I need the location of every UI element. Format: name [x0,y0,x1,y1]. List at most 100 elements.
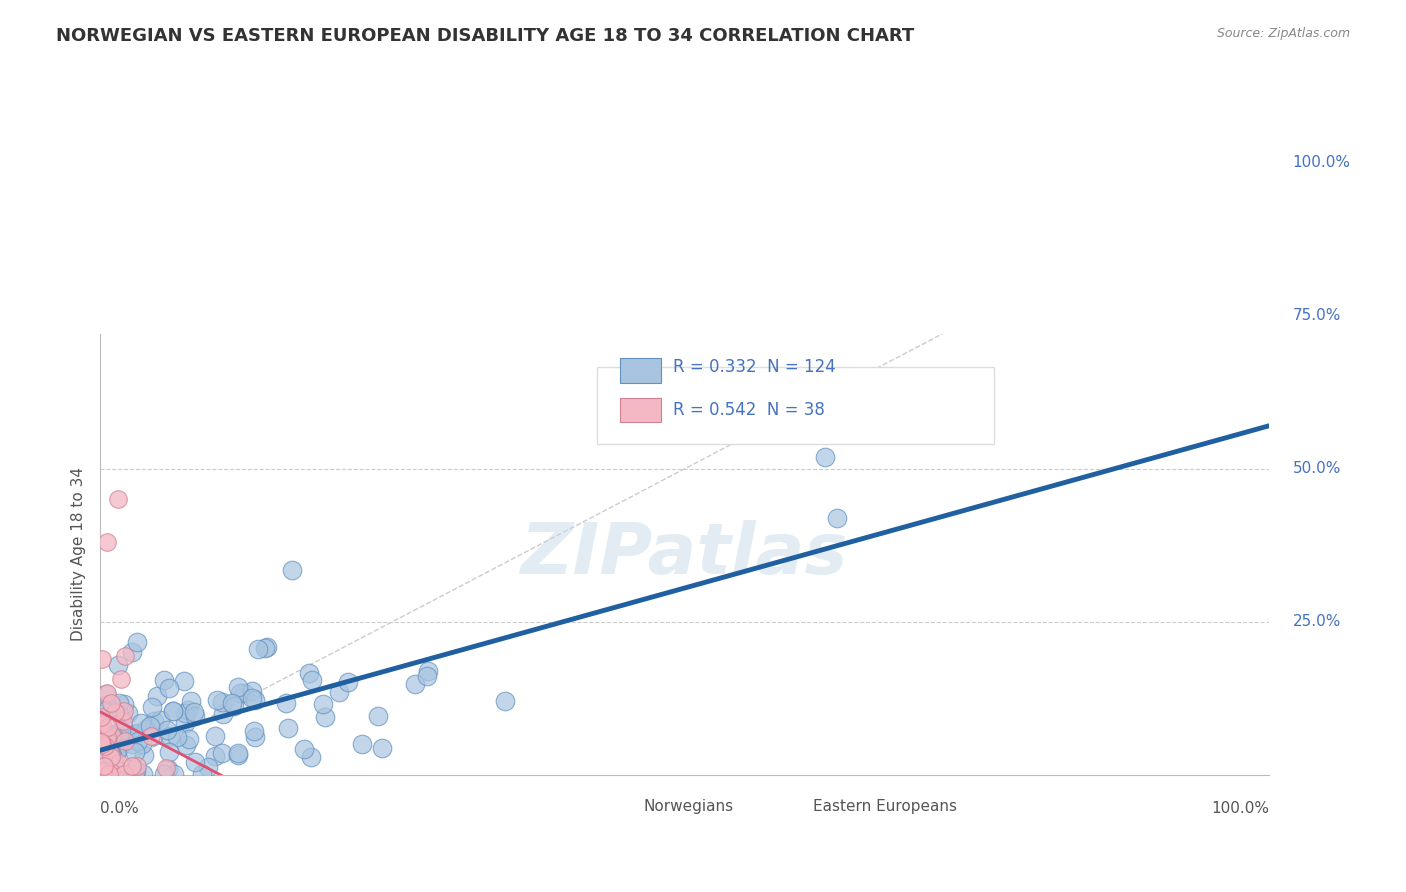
Point [93,764,115,778]
Point [93,765,115,780]
Point [108,756,131,770]
Point [157,681,180,695]
Point [131,716,153,731]
FancyBboxPatch shape [598,368,994,444]
Point [90,710,112,724]
Point [132,747,155,762]
Point [93,765,115,780]
Text: 100.0%: 100.0% [1211,801,1270,816]
Point [112,767,135,781]
Point [155,723,177,738]
Point [173,674,195,689]
FancyBboxPatch shape [591,801,638,814]
Point [112,714,135,728]
Text: 75.0%: 75.0% [1292,309,1341,323]
Point [97,720,120,734]
Point [122,767,145,781]
Point [93,767,115,781]
FancyBboxPatch shape [761,801,807,814]
Point [233,686,256,700]
Point [94,767,117,781]
Point [111,731,134,745]
Point [110,725,132,739]
Point [328,685,350,699]
Point [149,713,172,727]
Point [240,683,263,698]
Point [110,723,132,737]
Point [104,762,127,776]
Point [277,721,299,735]
Point [121,645,143,659]
Point [814,450,837,464]
Point [142,729,165,743]
Point [94,739,117,754]
Point [124,745,146,759]
Point [96,687,118,701]
Point [124,726,146,740]
Point [104,705,127,719]
Point [108,697,131,711]
Point [152,767,174,781]
Point [312,697,335,711]
Point [90,735,112,749]
Text: Norwegians: Norwegians [644,799,734,814]
Point [118,762,141,776]
Point [162,704,184,718]
Point [103,728,125,742]
Point [96,767,118,781]
Point [121,767,143,781]
Point [141,729,163,743]
Point [112,704,135,718]
Point [299,749,322,764]
Point [105,767,128,781]
Point [221,696,243,710]
Point [274,696,297,710]
Text: 0.0%: 0.0% [100,801,139,816]
Point [96,731,118,745]
Point [117,706,139,721]
Point [177,731,200,746]
Point [184,755,207,769]
Point [157,745,180,759]
Point [337,675,360,690]
Point [94,204,117,219]
Point [93,759,115,773]
Point [124,767,146,781]
Point [163,767,186,781]
Point [112,698,135,712]
Point [115,767,138,781]
Point [100,727,122,741]
Point [292,741,315,756]
Point [141,700,163,714]
Point [222,698,245,713]
Point [156,762,179,776]
Point [125,763,148,777]
Point [122,767,145,781]
Point [110,708,132,723]
Point [174,738,197,752]
Point [103,767,125,781]
Point [98,767,121,781]
Point [143,714,166,728]
Y-axis label: Disability Age 18 to 34: Disability Age 18 to 34 [72,467,86,641]
Point [243,693,266,707]
Point [100,696,122,710]
Point [127,759,149,773]
Point [243,731,266,745]
Point [243,723,266,738]
Point [256,640,278,655]
Point [301,673,323,687]
Point [240,691,263,706]
Point [159,729,181,743]
Point [228,686,250,700]
Text: 100.0%: 100.0% [1292,155,1350,170]
FancyBboxPatch shape [620,359,661,383]
Point [127,734,149,748]
Point [98,738,121,752]
Point [91,733,114,747]
Point [110,673,132,687]
Point [104,739,127,753]
Point [298,666,321,681]
Point [226,747,249,762]
Text: Source: ZipAtlas.com: Source: ZipAtlas.com [1216,27,1350,40]
